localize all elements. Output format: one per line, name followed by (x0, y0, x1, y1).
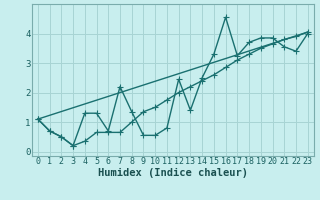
X-axis label: Humidex (Indice chaleur): Humidex (Indice chaleur) (98, 168, 248, 178)
